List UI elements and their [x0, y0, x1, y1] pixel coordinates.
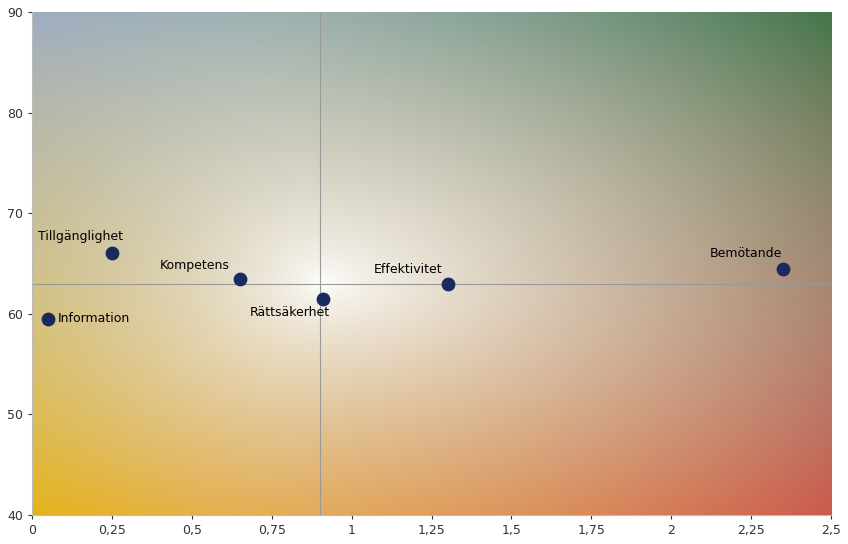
Point — [42, 314, 55, 323]
Text: Bemötande: Bemötande — [710, 248, 782, 261]
Point — [316, 294, 330, 303]
Text: Effektivitet: Effektivitet — [374, 263, 443, 276]
Text: Information: Information — [58, 312, 130, 325]
Point — [441, 279, 455, 288]
Text: Rättsäkerhet: Rättsäkerhet — [249, 306, 330, 319]
Point — [777, 264, 790, 273]
Text: Tillgänglighet: Tillgänglighet — [38, 230, 123, 243]
Text: Kompetens: Kompetens — [159, 258, 230, 271]
Point — [105, 249, 119, 258]
Point — [233, 274, 247, 283]
